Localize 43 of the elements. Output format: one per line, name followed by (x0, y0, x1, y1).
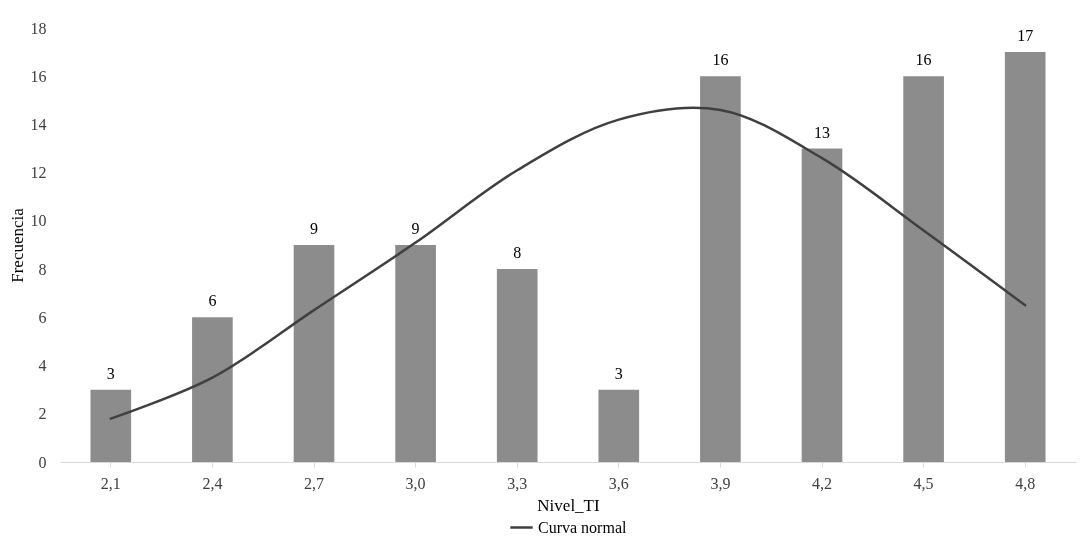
bar (1004, 52, 1046, 462)
legend-label: Curva normal (538, 518, 627, 536)
x-tick-label: 3,3 (507, 474, 528, 492)
y-tick-label: 14 (30, 115, 47, 133)
y-tick-label: 10 (30, 212, 47, 230)
data-label: 3 (106, 364, 115, 382)
x-tick-label: 2,7 (304, 474, 324, 492)
y-tick-label: 2 (38, 405, 47, 423)
data-label: 9 (310, 220, 318, 237)
y-tick-label: 4 (38, 357, 47, 375)
y-tick-label: 12 (30, 164, 47, 182)
y-tick-label: 6 (38, 308, 47, 326)
x-tick-label: 2,4 (202, 474, 223, 492)
bar (801, 148, 843, 462)
bar (90, 389, 132, 462)
y-tick-label: 16 (30, 67, 47, 85)
data-label: 6 (208, 292, 217, 310)
x-axis-title: Nivel_TI (537, 495, 600, 515)
bar (903, 76, 944, 462)
x-tick-label: 3,6 (608, 474, 629, 492)
data-label: 9 (411, 220, 420, 237)
y-tick-label: 18 (30, 19, 47, 37)
y-tick-label: 0 (38, 453, 47, 471)
x-tick-label: 4,8 (1015, 474, 1036, 492)
data-label: 3 (614, 364, 623, 382)
bar (395, 245, 436, 462)
bar (700, 76, 741, 462)
x-tick-label: 3,0 (405, 474, 426, 492)
bar (192, 317, 233, 462)
data-label: 8 (513, 244, 522, 262)
x-tick-label: 3,9 (710, 474, 731, 492)
bar (293, 245, 335, 462)
y-axis-title: Frecuencia (7, 207, 27, 283)
data-label: 16 (915, 51, 932, 69)
x-tick-label: 4,5 (913, 474, 934, 492)
bar (598, 389, 640, 462)
y-tick-label: 8 (38, 260, 47, 278)
data-label: 17 (1017, 27, 1034, 45)
x-tick-label: 2,1 (100, 474, 121, 492)
x-tick-label: 4,2 (812, 474, 832, 492)
bar (496, 269, 538, 462)
data-label: 16 (712, 51, 729, 69)
data-label: 13 (814, 123, 830, 141)
